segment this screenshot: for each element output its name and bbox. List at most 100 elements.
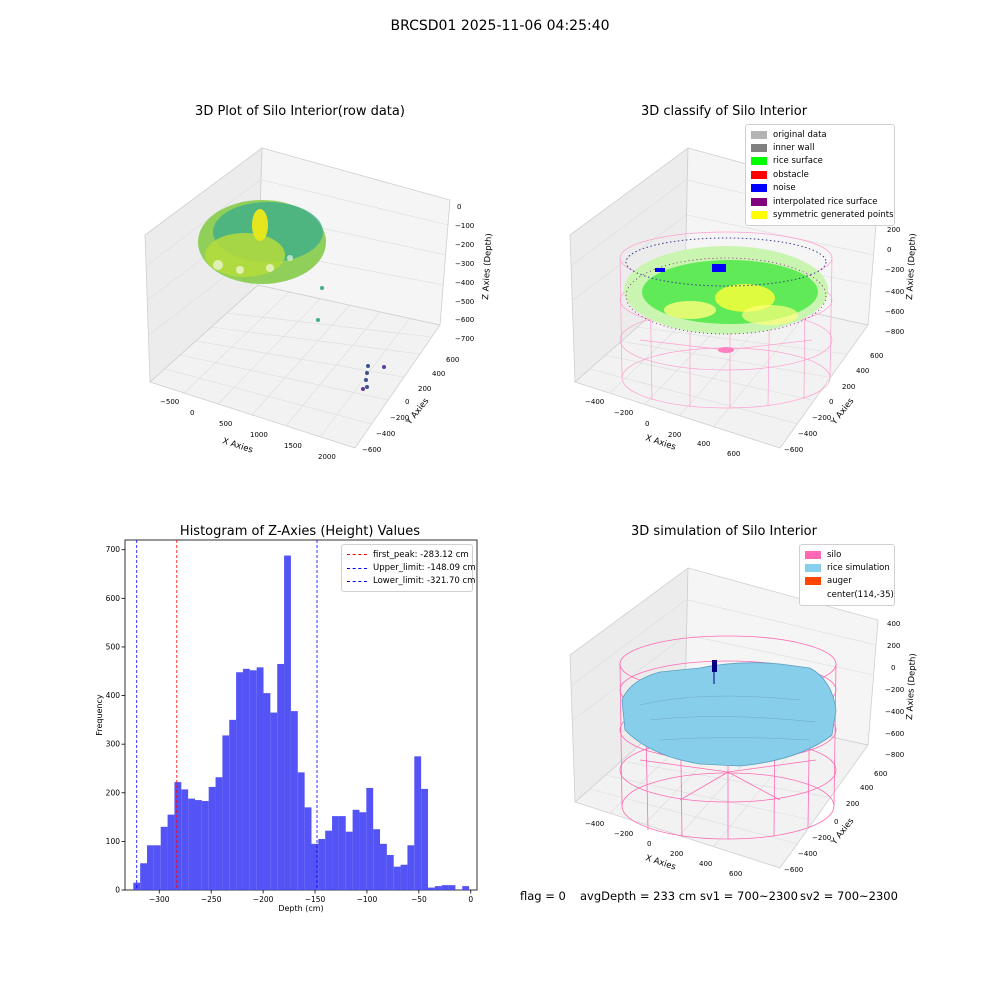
simulation-z-axis-label: Z Axies (Depth) — [905, 653, 918, 720]
histogram-bar — [441, 885, 449, 890]
histogram-bar — [325, 830, 333, 890]
histogram-bar — [236, 672, 243, 890]
svg-text:0: 0 — [647, 840, 651, 848]
legend-swatch — [751, 184, 767, 193]
raw-z-ticks: 0 −100 −200 −300 −400 −500 −600 −700 — [455, 203, 474, 343]
svg-text:400: 400 — [432, 370, 445, 378]
classify-legend: original data inner wall rice surface ob… — [745, 124, 895, 226]
histogram-bar — [297, 772, 305, 890]
svg-text:−200: −200 — [390, 414, 409, 422]
histogram-bar — [290, 711, 298, 890]
raw-outlier-points — [316, 286, 386, 391]
legend-entry: auger — [805, 575, 889, 588]
legend-entry: Upper_limit: -148.09 cm — [347, 561, 476, 574]
raw-x-ticks: −500 0 500 1000 1500 2000 — [160, 398, 336, 461]
legend-swatch — [751, 211, 767, 220]
legend-swatch — [751, 130, 767, 139]
classify-noise-cluster — [712, 264, 726, 272]
simulation-x-ticks: −400 −200 0 200 400 600 — [585, 820, 742, 878]
svg-text:−400: −400 — [798, 430, 817, 438]
svg-text:−400: −400 — [885, 288, 904, 296]
histogram-bar — [434, 886, 442, 890]
legend-entry: noise — [751, 182, 889, 195]
histogram-y-tick-label: 400 — [106, 691, 121, 700]
histogram-bar — [311, 843, 319, 890]
histogram-x-ticks: −300 −250 −200 −150 −100 −50 0 — [149, 890, 473, 904]
raw-panel-title: 3D Plot of Silo Interior(row data) — [195, 104, 405, 119]
histogram-y-tick-label: 300 — [106, 740, 121, 749]
footer-flag: flag = 0 — [520, 889, 566, 903]
histogram-bar — [194, 800, 202, 890]
histogram-bar — [147, 845, 154, 890]
legend-entry: inner wall — [751, 141, 889, 154]
svg-text:−500: −500 — [160, 398, 179, 406]
histogram-y-tick-label: 700 — [106, 545, 121, 554]
svg-text:600: 600 — [729, 870, 742, 878]
svg-text:500: 500 — [219, 420, 232, 428]
histogram-x-tick-label: −100 — [357, 895, 378, 904]
histogram-bar — [201, 801, 209, 890]
legend-dash — [347, 580, 367, 582]
classify-y-ticks: −600 −400 −200 0 200 400 600 — [784, 352, 883, 454]
svg-text:−200: −200 — [455, 241, 474, 249]
histogram-bar — [359, 812, 367, 890]
histogram-x-axis-label: Depth (cm) — [278, 904, 323, 913]
histogram-bar — [215, 777, 223, 890]
histogram-bar — [366, 787, 374, 890]
svg-text:−200: −200 — [885, 686, 904, 694]
svg-text:600: 600 — [727, 450, 740, 458]
histogram-bar — [174, 782, 182, 890]
histogram-legend: first_peak: -283.12 cm Upper_limit: -148… — [341, 544, 476, 593]
legend-swatch — [805, 591, 821, 599]
legend-swatch — [751, 197, 767, 206]
svg-text:−600: −600 — [784, 866, 803, 874]
simulation-panel-title: 3D simulation of Silo Interior — [631, 524, 817, 539]
svg-text:−700: −700 — [455, 335, 474, 343]
histogram-x-tick-label: −50 — [411, 895, 427, 904]
svg-text:200: 200 — [418, 385, 431, 393]
svg-text:400: 400 — [856, 367, 869, 375]
legend-entry: interpolated rice surface — [751, 195, 889, 208]
histogram-bar — [427, 887, 435, 890]
histogram-x-tick-label: −150 — [305, 895, 326, 904]
legend-swatch — [751, 157, 767, 166]
raw-point-cloud-peak — [252, 209, 268, 241]
classify-inner-wall-points — [625, 237, 827, 287]
svg-text:−600: −600 — [885, 730, 904, 738]
legend-swatch — [805, 577, 821, 586]
histogram-x-tick-label: −200 — [253, 895, 274, 904]
svg-text:600: 600 — [446, 356, 459, 364]
histogram-bar — [242, 668, 250, 890]
histogram-bar — [338, 816, 346, 890]
histogram-x-tick-label: −300 — [149, 895, 170, 904]
histogram-x-tick-label: −250 — [201, 895, 222, 904]
svg-text:−400: −400 — [585, 398, 604, 406]
histogram-y-tick-label: 100 — [106, 837, 121, 846]
legend-entry: silo — [805, 548, 889, 561]
histogram-bar — [167, 814, 175, 890]
histogram-bar — [284, 555, 291, 890]
svg-text:−600: −600 — [362, 446, 381, 454]
raw-point-cloud-gaps — [213, 255, 293, 274]
footer-sv1: sv1 = 700~2300 — [700, 889, 798, 903]
histogram-bars — [133, 555, 470, 890]
svg-text:1500: 1500 — [284, 442, 302, 450]
histogram-y-tick-label: 600 — [106, 594, 121, 603]
simulation-rice-surface — [621, 662, 837, 767]
histogram-bar — [380, 843, 387, 890]
svg-text:2000: 2000 — [318, 453, 336, 461]
histogram-bar — [277, 663, 285, 890]
footer-avg-depth: avgDepth = 233 cm — [580, 889, 697, 903]
legend-swatch — [805, 564, 821, 573]
histogram-bar — [407, 845, 415, 890]
svg-text:400: 400 — [697, 440, 710, 448]
histogram-bar — [249, 670, 257, 890]
svg-text:−500: −500 — [455, 298, 474, 306]
simulation-auger — [712, 660, 717, 672]
histogram-bar — [352, 809, 360, 890]
svg-text:400: 400 — [699, 860, 712, 868]
legend-entry: center(114,-35) — [805, 588, 894, 601]
